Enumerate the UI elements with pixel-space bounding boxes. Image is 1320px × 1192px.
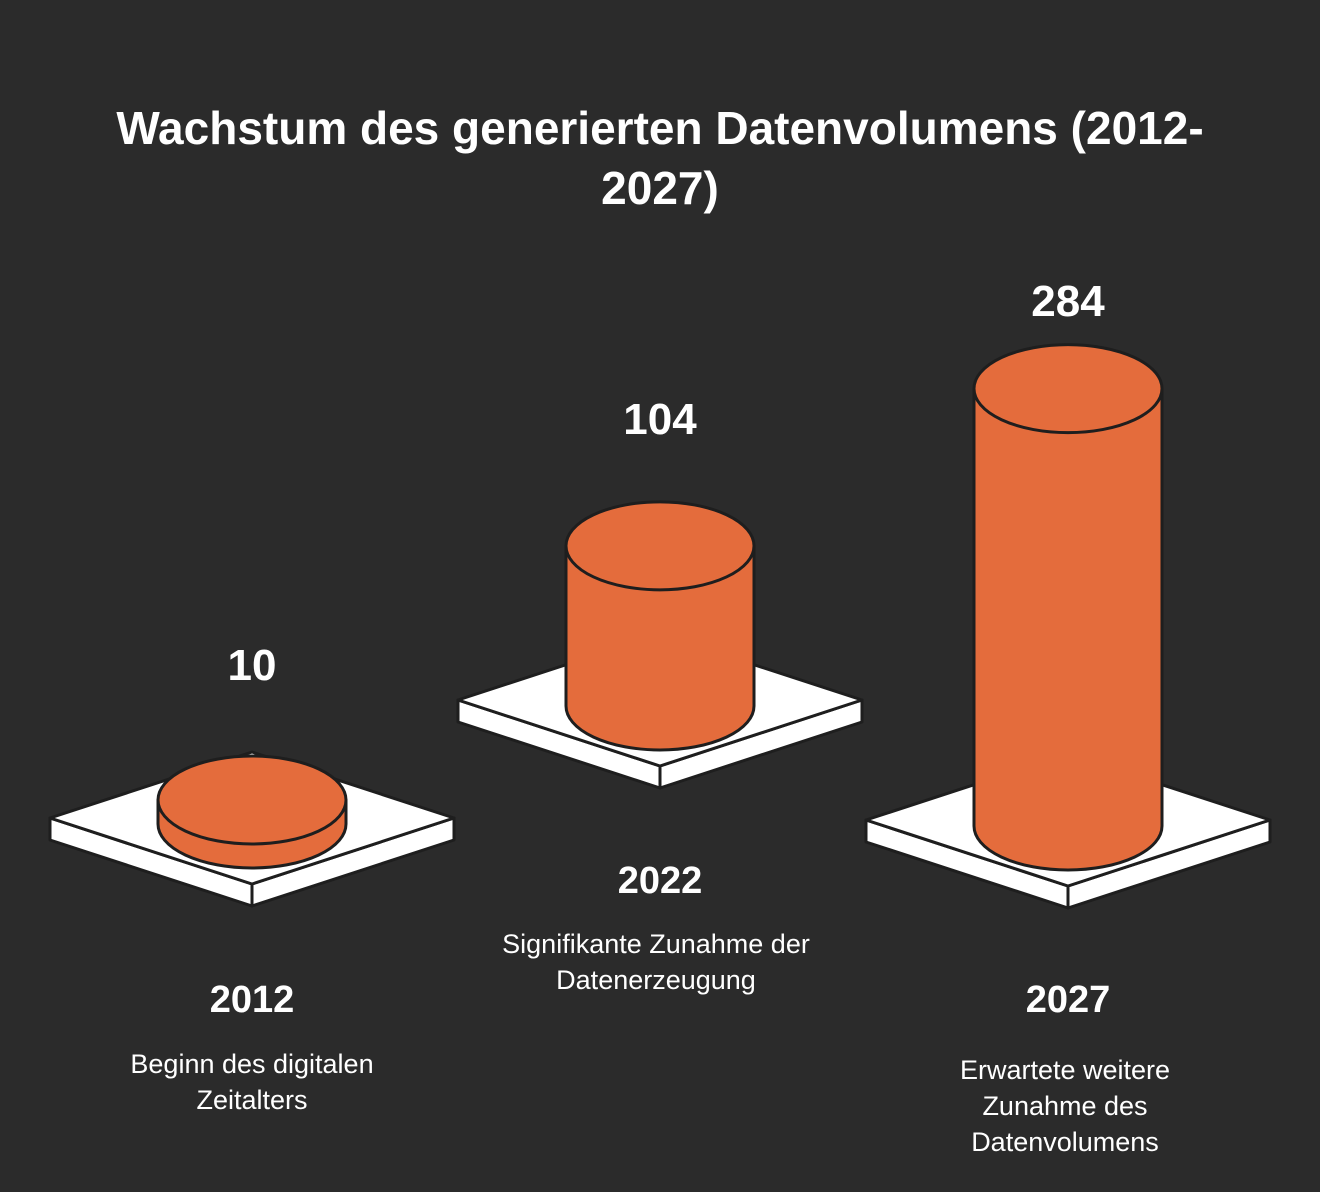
year-label-2012: 2012: [210, 979, 295, 1021]
bar-top-2012: [156, 754, 348, 846]
bar-top-2022: [564, 500, 756, 592]
chart-title: Wachstum des generierten Datenvolumens (…: [116, 102, 1204, 214]
description-2012: Beginn des digitalen Zeitalters: [130, 1049, 374, 1115]
description-2027: Erwartete weitere Zunahme des Datenvolum…: [959, 1055, 1171, 1157]
bar-body-2027: [972, 387, 1164, 872]
value-label-2027: 284: [1031, 277, 1105, 326]
value-label-2012: 10: [228, 641, 277, 690]
bar-top-2027: [972, 343, 1164, 435]
description-2022: Signifikante Zunahme der Datenerzeugung: [502, 929, 810, 995]
bar-body-2022: [564, 544, 756, 752]
year-label-2027: 2027: [1026, 979, 1111, 1021]
value-label-2022: 104: [623, 395, 697, 444]
year-label-2022: 2022: [618, 860, 703, 902]
